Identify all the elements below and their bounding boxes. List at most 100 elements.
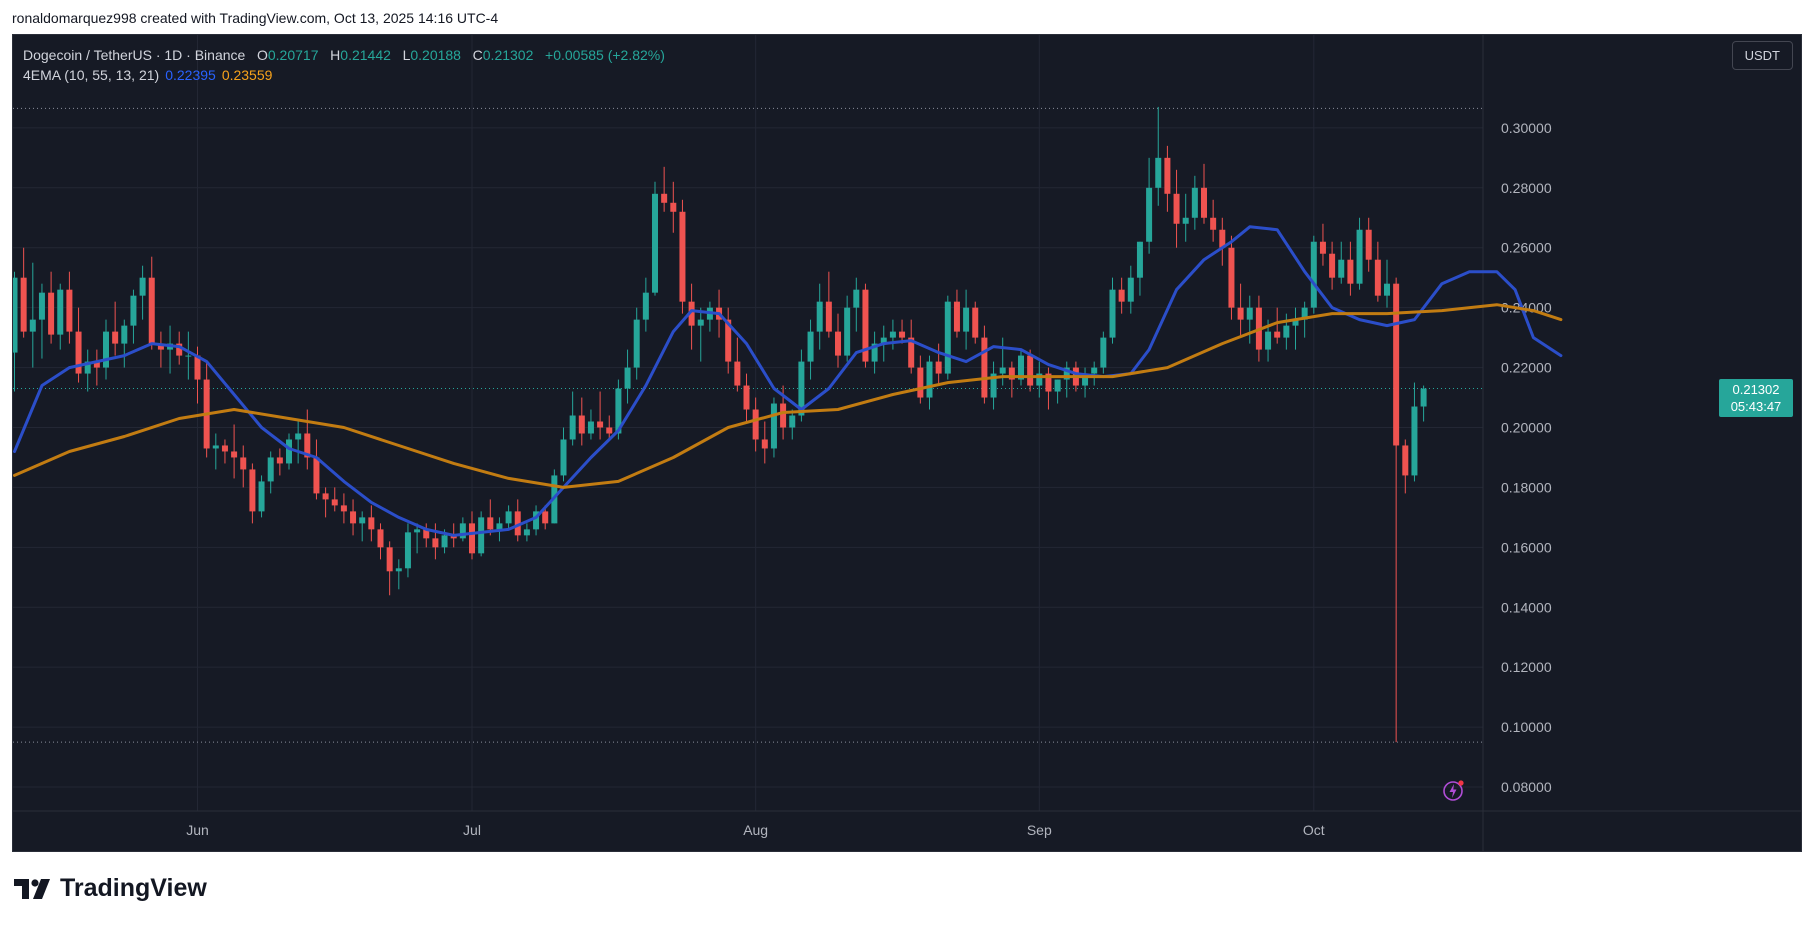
- candle-down: [1393, 283, 1400, 446]
- candle-up: [1338, 259, 1345, 278]
- candle-down: [761, 439, 768, 449]
- candle-up: [130, 295, 137, 326]
- candle-down: [340, 505, 347, 512]
- symbol-title[interactable]: Dogecoin / TetherUS · 1D · Binance: [23, 47, 246, 63]
- candle-down: [176, 343, 183, 356]
- candle-down: [1365, 229, 1372, 260]
- candle-down: [1027, 355, 1034, 386]
- candle-up: [569, 415, 576, 440]
- candle-up: [1136, 241, 1143, 278]
- chart-panel[interactable]: 0.08000 0.10000 0.12000 0.14000 0.16000 0.180…: [12, 34, 1802, 852]
- high-value: 0.21442: [340, 47, 391, 63]
- change-value: +0.00585 (+2.82%): [545, 47, 665, 63]
- brand-name: TradingView: [60, 874, 207, 902]
- axes: 0.08000 0.10000 0.12000 0.14000 0.16000 0.180…: [13, 35, 1801, 851]
- candle-up: [1082, 373, 1089, 386]
- candle-up: [1182, 217, 1189, 224]
- last-price-badge: 0.21302 05:43:47: [1719, 378, 1793, 417]
- candle-up: [1109, 289, 1116, 338]
- currency-button[interactable]: USDT: [1731, 41, 1793, 70]
- candle-up: [478, 517, 485, 554]
- candle-down: [231, 451, 238, 458]
- candle-up: [38, 292, 45, 320]
- candle-up: [1018, 355, 1024, 380]
- candle-down: [112, 331, 119, 344]
- candle-down: [743, 385, 750, 410]
- candle-down: [661, 193, 668, 203]
- candle-down: [972, 307, 979, 338]
- candle-down: [1402, 445, 1409, 476]
- candle-up: [139, 277, 146, 296]
- candle-down: [1118, 289, 1125, 302]
- candle-up: [926, 361, 933, 398]
- candle-down: [935, 361, 942, 374]
- candle-down: [304, 433, 311, 458]
- candle-down: [514, 511, 521, 536]
- last-price-value: 0.21302: [1732, 381, 1780, 397]
- candle-up: [1063, 367, 1070, 380]
- open-label: O: [256, 47, 268, 63]
- tradingview-logo[interactable]: TradingView: [14, 874, 207, 903]
- candle-up: [1356, 229, 1363, 284]
- y-tick-label: 0.12000: [1501, 659, 1552, 675]
- candle-up: [295, 433, 302, 440]
- candle-up: [212, 445, 219, 449]
- candle-down: [1210, 217, 1217, 230]
- candle-down: [670, 202, 677, 212]
- candle-up: [505, 511, 512, 524]
- candle-up: [1100, 337, 1107, 368]
- ema-slow-line: [13, 303, 1563, 489]
- candle-down: [1374, 259, 1381, 296]
- candle-down: [542, 511, 549, 524]
- candle-down: [1274, 331, 1281, 338]
- candle-down: [606, 427, 613, 434]
- candle-up: [633, 319, 640, 368]
- ema-indicator-label[interactable]: 4EMA (10, 55, 13, 21): [23, 67, 160, 83]
- candle-down: [752, 409, 759, 440]
- candle-down: [862, 289, 869, 362]
- candle-up: [103, 331, 109, 368]
- lightning-icon[interactable]: [1441, 777, 1467, 803]
- candle-up: [1146, 187, 1153, 242]
- candle-up: [990, 373, 997, 398]
- candle-down: [331, 499, 338, 506]
- candle-up: [1420, 388, 1427, 407]
- ema-lines: [13, 225, 1563, 537]
- candle-up: [615, 388, 622, 434]
- candle-down: [276, 457, 283, 464]
- x-tick-label: Oct: [1303, 822, 1325, 838]
- candle-down: [469, 523, 475, 554]
- low-label: L: [402, 47, 411, 63]
- candle-down: [313, 457, 320, 494]
- close-label: C: [472, 47, 483, 63]
- candle-up: [1411, 406, 1418, 476]
- candle-up: [871, 343, 878, 362]
- candle-up: [286, 439, 292, 464]
- candle-down: [249, 469, 256, 512]
- chart-legend: Dogecoin / TetherUS · 1D · Binance O0.20…: [23, 45, 665, 85]
- plot-background: [13, 35, 1801, 851]
- candle-down: [194, 355, 201, 380]
- candle-up: [1301, 307, 1308, 320]
- candle-down: [1329, 253, 1336, 278]
- candle-up: [496, 523, 503, 530]
- candle-up: [121, 325, 128, 344]
- candle-up: [1191, 187, 1198, 218]
- candle-up: [770, 403, 777, 449]
- candlestick-chart[interactable]: 0.08000 0.10000 0.12000 0.14000 0.16000 0.180…: [13, 35, 1801, 851]
- candle-up: [1091, 367, 1098, 374]
- candle-down: [953, 301, 960, 332]
- candle-up: [404, 532, 411, 569]
- candle-down: [1201, 187, 1207, 218]
- candle-up: [999, 367, 1006, 374]
- candle-up: [84, 361, 91, 374]
- candle-up: [1265, 331, 1272, 350]
- candle-up: [441, 535, 448, 548]
- candle-down: [1237, 307, 1244, 320]
- close-value: 0.21302: [482, 47, 534, 63]
- open-value: 0.20717: [267, 47, 319, 63]
- candle-up: [853, 289, 860, 308]
- candle-down: [66, 289, 73, 332]
- candle-up: [414, 529, 421, 533]
- candle-down: [20, 277, 27, 332]
